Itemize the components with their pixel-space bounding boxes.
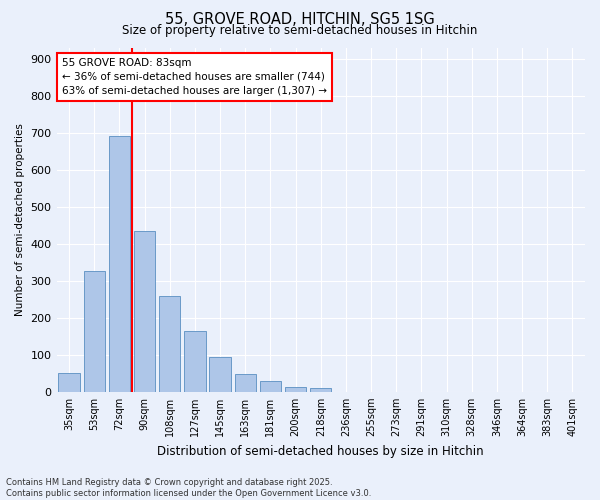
Text: 55 GROVE ROAD: 83sqm
← 36% of semi-detached houses are smaller (744)
63% of semi: 55 GROVE ROAD: 83sqm ← 36% of semi-detac…	[62, 58, 327, 96]
Bar	[159, 296, 181, 392]
Y-axis label: Number of semi-detached properties: Number of semi-detached properties	[15, 123, 25, 316]
Bar	[83, 272, 105, 392]
Bar	[310, 388, 331, 392]
Bar	[285, 388, 307, 392]
Text: Contains HM Land Registry data © Crown copyright and database right 2025.
Contai: Contains HM Land Registry data © Crown c…	[6, 478, 371, 498]
Text: 55, GROVE ROAD, HITCHIN, SG5 1SG: 55, GROVE ROAD, HITCHIN, SG5 1SG	[165, 12, 435, 28]
X-axis label: Distribution of semi-detached houses by size in Hitchin: Distribution of semi-detached houses by …	[157, 444, 484, 458]
Bar	[260, 380, 281, 392]
Bar	[184, 330, 206, 392]
Bar	[58, 374, 80, 392]
Bar	[109, 136, 130, 392]
Bar	[134, 231, 155, 392]
Bar	[209, 356, 231, 392]
Text: Size of property relative to semi-detached houses in Hitchin: Size of property relative to semi-detach…	[122, 24, 478, 37]
Bar	[235, 374, 256, 392]
